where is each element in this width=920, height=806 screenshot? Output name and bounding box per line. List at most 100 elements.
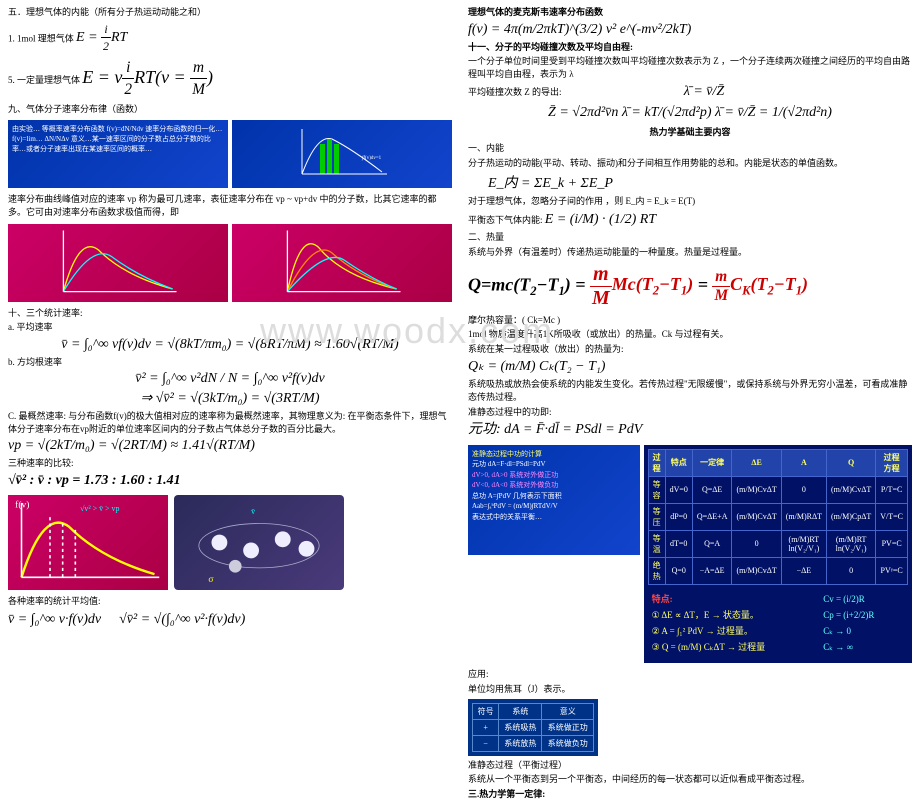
maxwell-curve-icon: ∫f(v)dv=1	[236, 124, 448, 184]
heading-5: 五．理想气体的内能（所有分子热运动动能之和）	[8, 6, 452, 19]
special-right: Cv = (i/2)RCp = (i+2/2)RCₖ → 0Cₖ → ∞	[823, 591, 904, 656]
table-cell: 系统做正功	[542, 719, 594, 735]
table-cell: (m/M)RT ln(V₂/V₁)	[781, 530, 826, 557]
collision-icon: σ v̄	[174, 495, 344, 590]
formula-qk: Qₖ = (m/M) Cₖ(T₂ − T₁)	[468, 358, 912, 375]
table-header: 过程方程	[876, 449, 908, 476]
formula-maxwell: f(v) = 4π(m/2πkT)^(3/2) v² e^(-mv²/2kT)	[468, 22, 912, 38]
table-cell: (m/M)CvΔT	[827, 476, 876, 503]
formula-dA: 元功: dA = F̄·dl̄ = PSdl = PdV	[468, 420, 912, 440]
formula-row: v̄ = ∫₀^∞ v·f(v)dv √v̄² = √(∫₀^∞ v²·f(v)…	[8, 610, 452, 630]
text-b: b. 方均根速率	[8, 356, 452, 369]
text-quasi-desc: 系统从一个平衡态到另一个平衡态，中间经历的每一状态都可以近似看成平衡态过程。	[468, 773, 912, 786]
table-header: 系统	[499, 703, 542, 719]
text-compare: 三种速率的比较:	[8, 457, 452, 470]
heading-9: 九、气体分子速率分布律（函数）	[8, 103, 452, 116]
text-collision: 一个分子单位时间里受到平均碰撞次数叫平均碰撞次数表示为 Z ，一个分子连续两次碰…	[468, 55, 912, 80]
label: 5. 一定量理想气体	[8, 75, 80, 85]
figure-pink-3: f(v) √v² > v̄ > vp	[8, 495, 168, 590]
table-cell: +	[473, 719, 499, 735]
formula-v2: v̄² = ∫₀^∞ v²dN / N = ∫₀^∞ v²f(v)dv	[8, 371, 452, 387]
table-header: 符号	[473, 703, 499, 719]
formula-vp: vp = √(2kT/m₀) = √(2RT/M) ≈ 1.41√(RT/M)	[8, 438, 452, 454]
heading-neieng: 一、内能	[468, 142, 912, 155]
table-cell: 0	[781, 476, 826, 503]
text-joule: 单位均用焦耳（J）表示。	[468, 683, 912, 696]
svg-text:v̄: v̄	[251, 507, 255, 516]
process-table: 过程特点一定律ΔEAQ过程方程 等容dV=0Q=ΔE(m/M)CvΔT0(m/M…	[648, 449, 908, 585]
text-stat-avg: 各种速率的统计平均值:	[8, 595, 452, 608]
table-cell: −ΔE	[781, 557, 826, 584]
formula-q: Q=mc(T2−T1) = mMMc(T2−T1) = mMCK(T2−T1)	[468, 263, 912, 310]
figure-work-blue: 准静态过程中功的计算元功 dA=F·dl=PSdl=PdVdV>0, dA>0 …	[468, 445, 640, 555]
table-cell: 等压	[648, 503, 665, 530]
table-header: 特点	[665, 449, 692, 476]
table-cell: (m/M)CvΔT	[732, 476, 781, 503]
heading-10: 十、三个统计速率:	[8, 307, 452, 320]
right-column: 理想气体的麦克斯韦速率分布函数 f(v) = 4π(m/2πkT)^(3/2) …	[460, 0, 920, 806]
heading-11: 十一、分子的平均碰撞次数及平均自由程:	[468, 41, 912, 54]
formula-zbar: Z̄ = √2πd²v̄n λ̄ = kT/(√2πd²p) λ̄ = v̄/Z…	[468, 105, 912, 121]
text-peak: 速率分布曲线峰值对应的速率 vp 称为最可几速率，表征速率分布在 vp ~ vp…	[8, 193, 452, 218]
curve-icon-2	[232, 224, 452, 302]
text-heat: 系统与外界（有温差时）传递热运动能量的一种量度。热量是过程量。	[468, 246, 912, 259]
thermo-heading: 热力学基础主要内容	[468, 125, 912, 138]
table-header: 意义	[542, 703, 594, 719]
table-header: ΔE	[732, 449, 781, 476]
text-z: 平均碰撞次数 Z 的导出: λ̄ = v̄/Z̄	[468, 82, 912, 102]
formula-vbar: v̄ = ∫₀^∞ vf(v)dv = √(8kT/πm₀) = √(8RT/π…	[8, 337, 452, 353]
figure-pink-1	[8, 224, 228, 302]
text-neieng: 分子热运动的动能(平动、转动、振动)和分子间相互作用势能的总和。内能是状态的单值…	[468, 157, 912, 170]
left-column: 五．理想气体的内能（所有分子热运动动能之和） 1. 1mol 理想气体 E = …	[0, 0, 460, 806]
text-apply: 应用:	[468, 668, 912, 681]
table-cell: 等温	[648, 530, 665, 557]
table-header: Q	[827, 449, 876, 476]
formula-ratio: √v̄² : v̄ : vp = 1.73 : 1.60 : 1.41	[8, 473, 452, 489]
formula-da-text: 元功: dA = F̄·dl̄ = PSdl = PdV	[468, 422, 642, 437]
table-header: A	[781, 449, 826, 476]
table-cell: (m/M)RΔT	[781, 503, 826, 530]
svg-text:σ: σ	[208, 575, 213, 585]
table-cell: PV=C	[876, 530, 908, 557]
thermo-process-table: 过程特点一定律ΔEAQ过程方程 等容dV=0Q=ΔE(m/M)CvΔT0(m/M…	[644, 445, 912, 664]
figure-row-1: 由实验… 等概率速率分布函数 f(v)=dN/Ndv 速率分布函数的归一化… f…	[8, 117, 452, 191]
heading-first-law: 三.热力学第一定律:	[468, 788, 912, 801]
table-header: 一定律	[692, 449, 732, 476]
table-cell: P/T=C	[876, 476, 908, 503]
table-cell: dV=0	[665, 476, 692, 503]
table-cell: 系统放热	[499, 735, 542, 751]
table-cell: (m/M)CvΔT	[732, 557, 781, 584]
figure-text: 由实验… 等概率速率分布函数 f(v)=dN/Ndv 速率分布函数的归一化… f…	[12, 125, 222, 153]
table-cell: (m/M)CvΔT	[732, 503, 781, 530]
special-left: 特点:① ΔE ∝ ΔT，E → 状态量。② A = ∫₁² PdV → 过程量…	[652, 591, 814, 656]
table-header: 过程	[648, 449, 665, 476]
svg-text:∫f(v)dv=1: ∫f(v)dv=1	[361, 155, 382, 161]
formula-e-nei: E_内 = ΣE_k + ΣE_P	[488, 172, 912, 192]
text-1mol: 1. 1mol 理想气体 E = i2RT	[8, 21, 452, 55]
table-cell: 系统吸热	[499, 719, 542, 735]
text-work: 准静态过程中的功即:	[468, 406, 912, 419]
table-cell: 系统做负功	[542, 735, 594, 751]
text-balance: 平衡态下气体内能: E = (i/M) · (1/2) RT	[468, 210, 912, 230]
table-cell: 0	[732, 530, 781, 557]
table-cell: (m/M)RT ln(V₂/V₁)	[827, 530, 876, 557]
table-cell: 绝热	[648, 557, 665, 584]
text-ideal: 对于理想气体，忽略分子间的作用 ，则 E_内 = E_k = E(T)	[468, 195, 912, 208]
formula-int1: v̄ = ∫₀^∞ v·f(v)dv	[8, 612, 101, 627]
heading-heat: 二、热量	[468, 231, 912, 244]
heading-maxwell: 理想气体的麦克斯韦速率分布函数	[468, 6, 912, 19]
label: 平均碰撞次数 Z 的导出:	[468, 87, 562, 97]
text-quasi-static: 准静态过程（平衡过程）	[468, 759, 912, 772]
text-quasi: 系统吸热或放热会使系统的内能发生变化。若传热过程"无限缓慢"，或保持系统与外界无…	[468, 378, 912, 403]
table-cell: PVᵞ=C	[876, 557, 908, 584]
text-a: a. 平均速率	[8, 321, 452, 334]
label: 平衡态下气体内能:	[468, 215, 543, 225]
svg-text:√v² > v̄ > vp: √v² > v̄ > vp	[80, 504, 119, 513]
formula-e-bal: E = (i/M) · (1/2) RT	[545, 212, 656, 227]
three-speeds-icon: f(v) √v² > v̄ > vp	[8, 495, 168, 590]
figure-collision: σ v̄	[174, 495, 344, 590]
table-cell: V/T=C	[876, 503, 908, 530]
formula-e2: E = νi2RT(ν = mM)	[82, 67, 213, 87]
text-5: 5. 一定量理想气体 E = νi2RT(ν = mM)	[8, 57, 452, 101]
figure-distribution-curve: ∫f(v)dv=1	[232, 120, 452, 188]
